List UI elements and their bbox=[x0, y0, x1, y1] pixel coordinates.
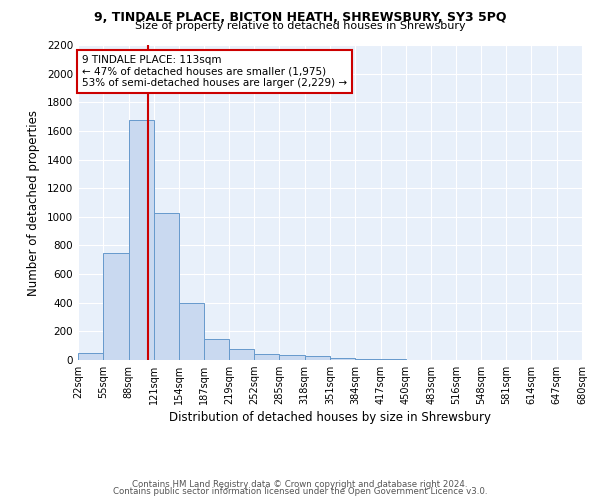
Bar bbox=[229, 348, 254, 360]
Bar bbox=[179, 302, 205, 360]
Text: Size of property relative to detached houses in Shrewsbury: Size of property relative to detached ho… bbox=[134, 21, 466, 31]
Bar bbox=[154, 213, 179, 360]
X-axis label: Distribution of detached houses by size in Shrewsbury: Distribution of detached houses by size … bbox=[169, 412, 491, 424]
Bar bbox=[305, 356, 330, 360]
Bar bbox=[78, 353, 103, 360]
Y-axis label: Number of detached properties: Number of detached properties bbox=[27, 110, 40, 296]
Bar bbox=[280, 355, 305, 360]
Bar bbox=[355, 358, 380, 360]
Text: 9, TINDALE PLACE, BICTON HEATH, SHREWSBURY, SY3 5PQ: 9, TINDALE PLACE, BICTON HEATH, SHREWSBU… bbox=[94, 11, 506, 24]
Text: Contains public sector information licensed under the Open Government Licence v3: Contains public sector information licen… bbox=[113, 487, 487, 496]
Bar bbox=[128, 120, 154, 360]
Bar bbox=[254, 354, 280, 360]
Text: 9 TINDALE PLACE: 113sqm
← 47% of detached houses are smaller (1,975)
53% of semi: 9 TINDALE PLACE: 113sqm ← 47% of detache… bbox=[82, 55, 347, 88]
Bar bbox=[330, 358, 355, 360]
Bar bbox=[205, 338, 229, 360]
Bar bbox=[103, 252, 128, 360]
Text: Contains HM Land Registry data © Crown copyright and database right 2024.: Contains HM Land Registry data © Crown c… bbox=[132, 480, 468, 489]
